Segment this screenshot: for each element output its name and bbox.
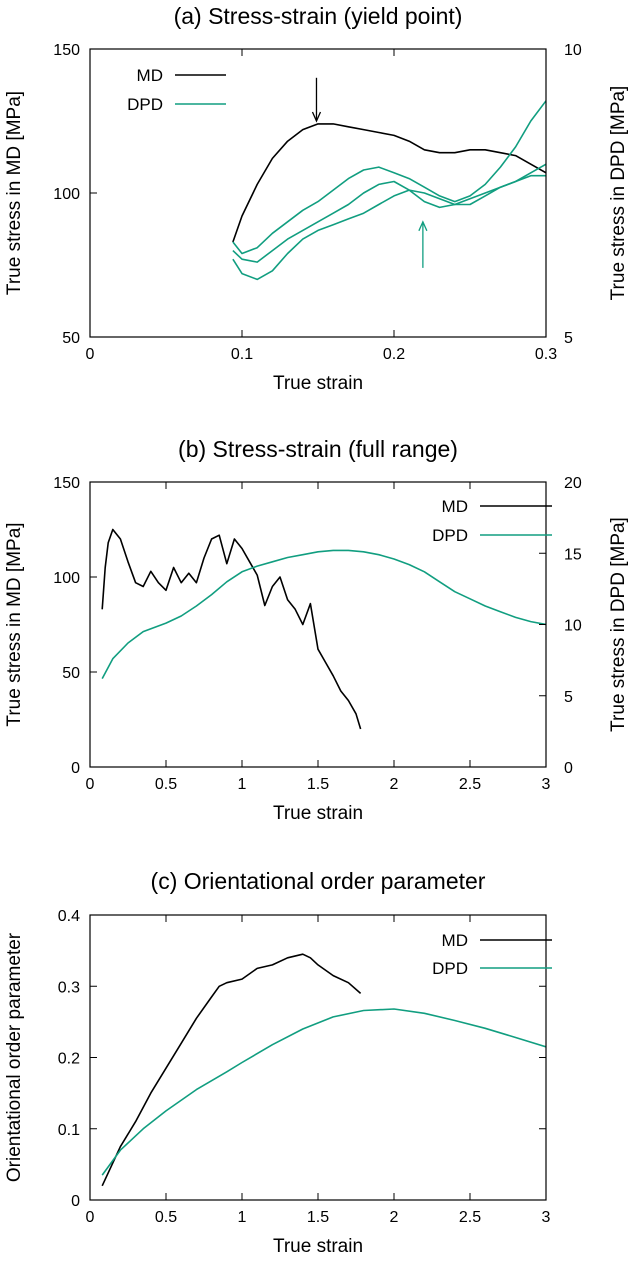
- x-tick-label: 2: [390, 776, 399, 793]
- x-tick-label: 0.3: [535, 346, 557, 363]
- chart-title: (a) Stress-strain (yield point): [174, 3, 463, 29]
- y-tick-label: 0: [71, 760, 80, 777]
- series-line-md: [101, 953, 362, 1187]
- y-tick-label: 100: [53, 570, 80, 587]
- y-axis-label: True stress in MD [MPa]: [4, 91, 25, 295]
- y2-axis-label: True stress in DPD [MPa]: [608, 86, 629, 301]
- x-tick-label: 2.5: [459, 1209, 481, 1226]
- y-tick-label: 0.2: [58, 1051, 80, 1068]
- legend-label-md: MD: [442, 931, 468, 950]
- x-tick-label: 3: [542, 1209, 551, 1226]
- legend-label-md: MD: [137, 66, 163, 85]
- x-tick-label: 1: [238, 776, 247, 793]
- x-tick-label: 0: [86, 346, 95, 363]
- legend-label-dpd: DPD: [432, 959, 468, 978]
- y-tick-label: 0.1: [58, 1122, 80, 1139]
- y2-tick-label: 0: [564, 760, 573, 777]
- annotation-arrowhead-0: [311, 111, 322, 123]
- x-tick-label: 1: [238, 1209, 247, 1226]
- y-tick-label: 100: [53, 186, 80, 203]
- x-tick-label: 0.5: [155, 776, 177, 793]
- y2-tick-label: 20: [564, 475, 582, 492]
- y2-tick-label: 5: [564, 689, 573, 706]
- y-axis-label: True stress in MD [MPa]: [4, 522, 25, 726]
- series-line-md: [101, 528, 362, 730]
- y-axis-label: Orientational order parameter: [4, 932, 25, 1182]
- plot-frame: [89, 48, 547, 338]
- x-tick-label: 3: [542, 776, 551, 793]
- series-line-md: [232, 123, 546, 243]
- x-axis-label: True strain: [273, 803, 363, 824]
- x-tick-label: 0.2: [383, 346, 405, 363]
- x-tick-label: 1.5: [307, 1209, 329, 1226]
- y-tick-label: 0: [71, 1193, 80, 1210]
- y-tick-label: 0.4: [58, 908, 80, 925]
- series-line-dpd: [101, 1008, 546, 1176]
- y-tick-label: 50: [62, 665, 80, 682]
- legend-label-dpd: DPD: [432, 526, 468, 545]
- x-tick-label: 0.1: [231, 346, 253, 363]
- y-tick-label: 150: [53, 475, 80, 492]
- series-line-dpd-2: [232, 174, 546, 263]
- series-line-dpd: [101, 549, 546, 679]
- y2-tick-label: 15: [564, 546, 582, 563]
- y-tick-label: 50: [62, 330, 80, 347]
- y2-tick-label: 5: [564, 330, 573, 347]
- x-tick-label: 0: [86, 1209, 95, 1226]
- x-tick-label: 2.5: [459, 776, 481, 793]
- x-tick-label: 0.5: [155, 1209, 177, 1226]
- chart-panel-0: (a) Stress-strain (yield point) 0 0.1 0.2 0.…: [4, 3, 629, 394]
- series-line-dpd-3: [232, 163, 546, 281]
- x-tick-label: 1.5: [307, 776, 329, 793]
- x-tick-label: 0: [86, 776, 95, 793]
- y-tick-label: 150: [53, 42, 80, 59]
- plot-frame: [89, 914, 547, 1201]
- y2-tick-label: 10: [564, 42, 582, 59]
- series-line-dpd: [232, 100, 546, 255]
- legend-label-dpd: DPD: [127, 95, 163, 114]
- y2-axis-label: True stress in DPD [MPa]: [608, 517, 629, 732]
- chart-panel-2: (c) Orientational order parameter 0 0.5 1 1.…: [4, 868, 552, 1257]
- x-axis-label: True strain: [273, 373, 363, 394]
- chart-title: (b) Stress-strain (full range): [178, 436, 458, 462]
- x-tick-label: 2: [390, 1209, 399, 1226]
- annotation-arrowhead-1: [418, 220, 428, 232]
- plot-frame: [89, 481, 547, 768]
- y-tick-label: 0.3: [58, 979, 80, 996]
- x-axis-label: True strain: [273, 1236, 363, 1257]
- chart-title: (c) Orientational order parameter: [151, 868, 486, 894]
- legend-label-md: MD: [442, 497, 468, 516]
- y2-tick-label: 10: [564, 618, 582, 635]
- chart-panel-1: (b) Stress-strain (full range) 0 0.5 1 1.5 2 2…: [4, 436, 629, 824]
